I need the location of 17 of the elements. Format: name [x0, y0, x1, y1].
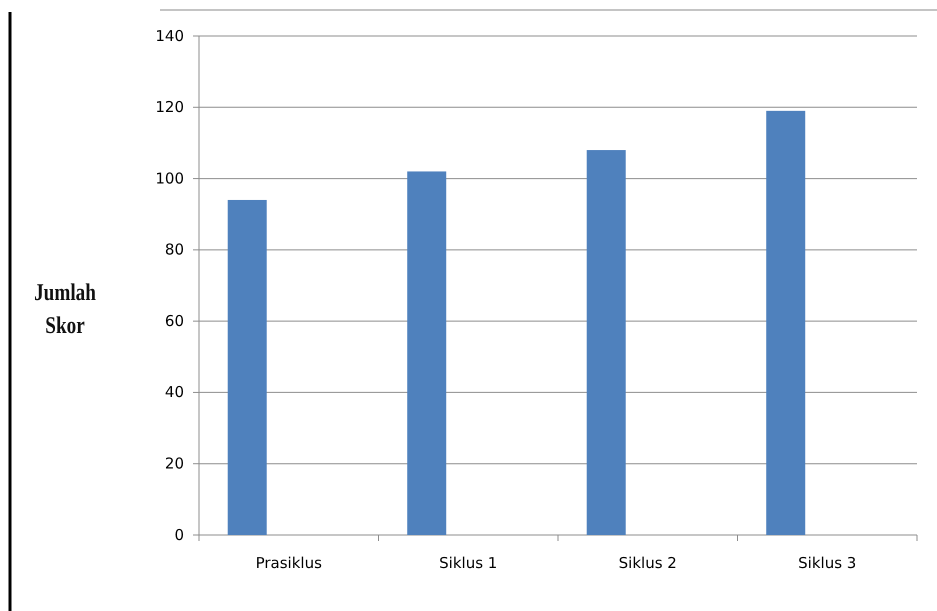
- y-axis-title: Jumlah Skor: [34, 279, 96, 339]
- bar: [228, 200, 267, 535]
- y-tick-label: 60: [164, 312, 184, 330]
- y-tick-label: 120: [155, 98, 184, 116]
- y-tick-label: 100: [155, 169, 184, 188]
- x-tick-label: Siklus 3: [798, 554, 856, 572]
- y-tick-label: 80: [164, 240, 184, 259]
- x-tick-label: Prasiklus: [256, 554, 322, 572]
- y-tick-label: 40: [164, 383, 184, 402]
- y-tick-label: 0: [174, 526, 184, 544]
- y-tick-label: 20: [164, 454, 184, 473]
- x-tick-label: Siklus 2: [618, 554, 677, 572]
- bar: [407, 171, 446, 535]
- bar: [766, 110, 806, 535]
- x-tick-label: Siklus 1: [439, 554, 498, 572]
- y-tick-label: 140: [155, 26, 184, 45]
- bar: [586, 150, 626, 535]
